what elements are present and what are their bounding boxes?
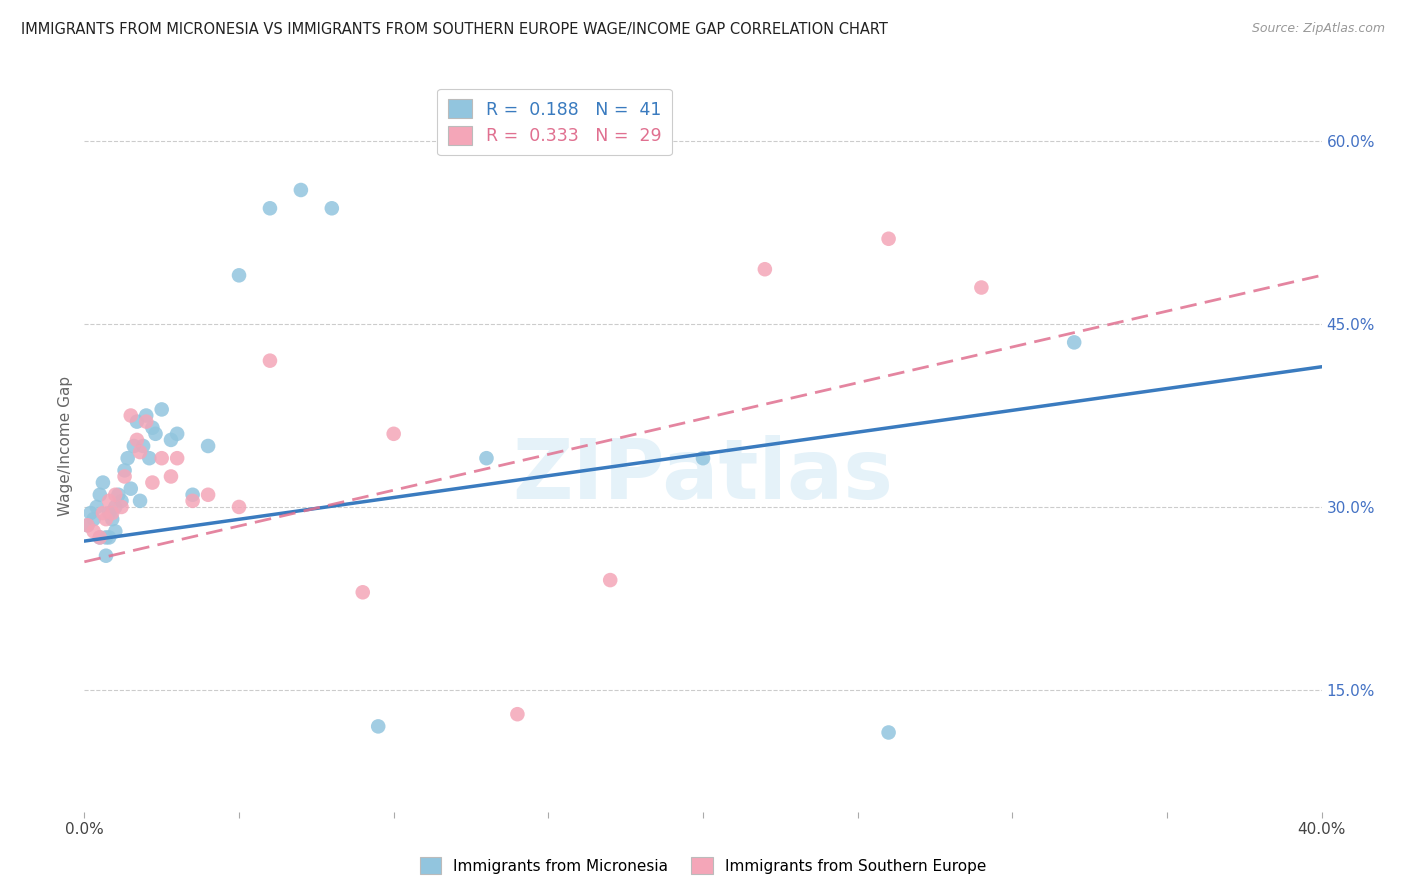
Point [877,232,900,246]
Point [94,549,117,563]
Point [104,500,127,514]
Point [290,183,312,197]
Point [104,524,127,539]
Point [98,530,121,544]
Point [259,353,281,368]
Point [122,439,145,453]
Point [98,506,121,520]
Point [160,433,183,447]
Point [107,488,129,502]
Point [599,573,621,587]
Point [91,475,114,490]
Point [181,493,204,508]
Point [506,707,529,722]
Point [89,530,111,544]
Point [94,530,117,544]
Point [79,506,101,520]
Point [132,439,155,453]
Point [197,439,219,453]
Point [970,280,993,294]
Point [104,488,127,502]
Point [135,409,157,423]
Legend: R =  0.188   N =  41, R =  0.333   N =  29: R = 0.188 N = 41, R = 0.333 N = 29 [437,89,672,155]
Text: IMMIGRANTS FROM MICRONESIA VS IMMIGRANTS FROM SOUTHERN EUROPE WAGE/INCOME GAP CO: IMMIGRANTS FROM MICRONESIA VS IMMIGRANTS… [21,22,889,37]
Point [91,506,114,520]
Point [259,201,281,215]
Point [150,402,173,417]
Point [114,469,136,483]
Point [141,420,163,434]
Point [754,262,776,277]
Point [135,415,157,429]
Point [114,463,136,477]
Point [89,530,111,544]
Point [76,518,98,533]
Point [110,500,132,514]
Point [101,506,124,520]
Point [83,512,105,526]
Point [117,451,139,466]
Text: ZIPatlas: ZIPatlas [513,434,893,516]
Point [228,500,250,514]
Legend: Immigrants from Micronesia, Immigrants from Southern Europe: Immigrants from Micronesia, Immigrants f… [413,851,993,880]
Point [89,488,111,502]
Point [86,500,108,514]
Point [150,451,173,466]
Point [83,524,105,539]
Point [321,201,343,215]
Point [382,426,405,441]
Point [101,512,124,526]
Point [125,433,148,447]
Point [145,426,167,441]
Point [1063,335,1085,350]
Point [160,469,183,483]
Point [129,445,152,459]
Point [120,482,142,496]
Point [367,719,389,733]
Point [181,488,204,502]
Point [110,493,132,508]
Point [166,451,188,466]
Point [692,451,714,466]
Point [877,725,900,739]
Point [166,426,188,441]
Point [98,493,121,508]
Point [129,493,152,508]
Point [141,475,163,490]
Point [138,451,160,466]
Point [197,488,219,502]
Point [94,512,117,526]
Y-axis label: Wage/Income Gap: Wage/Income Gap [58,376,73,516]
Text: Source: ZipAtlas.com: Source: ZipAtlas.com [1251,22,1385,36]
Point [76,518,98,533]
Point [228,268,250,283]
Point [120,409,142,423]
Point [125,415,148,429]
Point [352,585,374,599]
Point [475,451,498,466]
